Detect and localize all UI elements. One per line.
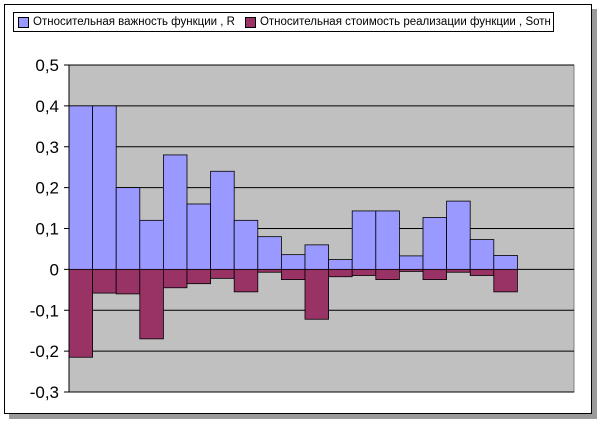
bar-cost bbox=[210, 268, 235, 279]
bar-cost bbox=[304, 268, 330, 320]
bar-importance bbox=[351, 210, 377, 270]
bar-importance bbox=[139, 219, 164, 270]
bar-importance bbox=[257, 236, 282, 270]
bar-cost bbox=[162, 268, 188, 289]
legend-swatch-importance bbox=[18, 16, 29, 28]
bar-chart: 0,5 0,4 0,3 0,2 0,1 0 -0,1 -0,2 -0,3 bbox=[30, 56, 575, 402]
bar-cost bbox=[280, 268, 306, 280]
bar-cost bbox=[257, 268, 282, 273]
y-tick-label: -0,2 bbox=[30, 342, 59, 361]
bar-cost bbox=[92, 268, 117, 294]
bar-importance bbox=[398, 255, 424, 270]
bar-cost bbox=[469, 268, 495, 276]
bar-cost bbox=[186, 268, 212, 285]
y-tick-label: 0,1 bbox=[35, 220, 59, 239]
bar-importance bbox=[280, 254, 306, 270]
axes bbox=[64, 64, 70, 393]
bar-importance bbox=[115, 187, 141, 270]
legend-item-cost: Относительная стоимость реализации функц… bbox=[244, 16, 551, 28]
bar-importance bbox=[304, 244, 330, 270]
bar-importance bbox=[68, 105, 94, 270]
y-tick-label: 0 bbox=[50, 260, 59, 279]
bar-importance bbox=[375, 210, 400, 270]
bar-importance bbox=[493, 255, 518, 270]
legend-label-importance: Относительная важность функции , R bbox=[33, 16, 235, 28]
legend-swatch-cost bbox=[244, 16, 256, 28]
y-tick-label: 0,5 bbox=[35, 56, 59, 75]
bar-cost bbox=[328, 268, 353, 278]
bar-cost bbox=[493, 268, 518, 293]
bar-cost bbox=[233, 268, 259, 293]
legend-label-cost: Относительная стоимость реализации функц… bbox=[259, 16, 551, 28]
y-tick-label: -0,3 bbox=[30, 383, 59, 402]
y-tick-label: 0,3 bbox=[35, 138, 59, 157]
bar-cost bbox=[422, 268, 448, 280]
bar-importance bbox=[328, 259, 353, 270]
chart-area: Относительная важность функции , R Относ… bbox=[4, 4, 592, 414]
bar-cost bbox=[446, 268, 471, 273]
bar-importance bbox=[186, 203, 212, 270]
legend-item-importance: Относительная важность функции , R bbox=[18, 16, 235, 28]
bar-importance bbox=[446, 200, 471, 270]
bar-cost bbox=[68, 268, 94, 358]
bar-importance bbox=[92, 105, 117, 270]
bar-importance bbox=[422, 217, 448, 270]
y-tick-label: -0,1 bbox=[30, 301, 59, 320]
bars bbox=[68, 105, 518, 358]
bar-cost bbox=[351, 268, 377, 276]
y-tick-label: 0,4 bbox=[35, 97, 59, 116]
bar-importance bbox=[233, 219, 259, 270]
bar-cost bbox=[375, 268, 400, 280]
bar-importance bbox=[210, 170, 235, 270]
bar-importance bbox=[469, 239, 495, 270]
bar-cost bbox=[115, 268, 141, 295]
bar-cost bbox=[139, 268, 164, 340]
bar-importance bbox=[162, 154, 188, 270]
y-tick-labels: 0,5 0,4 0,3 0,2 0,1 0 -0,1 -0,2 -0,3 bbox=[30, 56, 59, 402]
bar-cost bbox=[398, 268, 424, 272]
y-tick-label: 0,2 bbox=[35, 179, 59, 198]
legend: Относительная важность функции , R Относ… bbox=[13, 12, 554, 32]
